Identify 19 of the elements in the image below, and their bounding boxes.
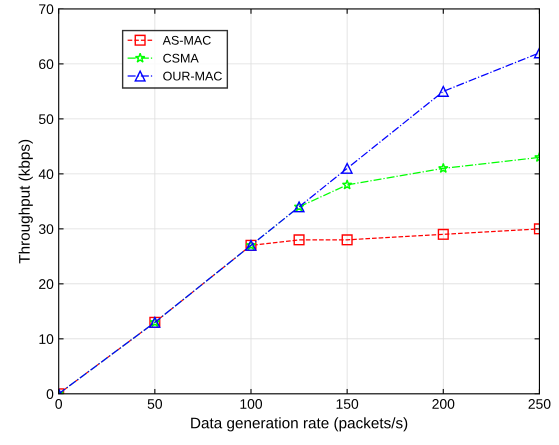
y-axis-title: Throughput (kbps) [18,140,33,264]
y-tick-label: 40 [38,169,54,180]
y-tick-label: 30 [38,224,54,234]
legend-label: AS-MAC [162,36,211,45]
y-tick-label: 10 [39,334,54,344]
y-tick-label: 50 [38,114,54,124]
y-tick-label: 60 [39,59,54,70]
x-tick-label: 150 [336,399,358,409]
legend-label: CSMA [163,54,199,63]
x-tick-label: 200 [432,399,454,409]
x-tick-label: 0 [55,399,62,409]
y-tick-label: 70 [39,4,54,14]
x-axis-title: Data generation rate (packets/s) [191,417,408,432]
y-tick-label: 20 [39,279,54,290]
x-tick-label: 100 [240,399,262,409]
x-tick-label: 50 [148,399,162,409]
x-tick-label: 250 [528,399,550,409]
legend-label: OUR-MAC [163,72,222,81]
y-tick-label: 0 [46,389,54,399]
